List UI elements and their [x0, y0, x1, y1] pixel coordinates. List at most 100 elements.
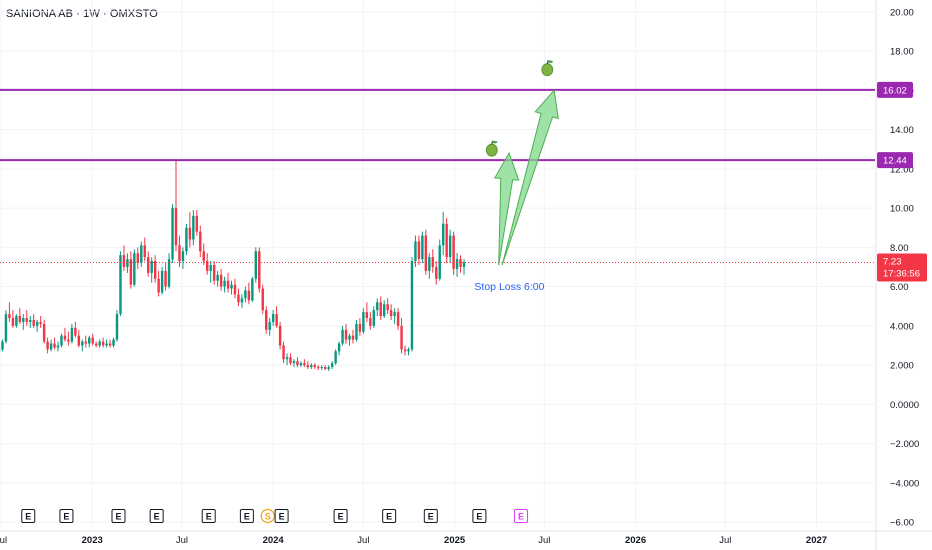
- candle-body: [39, 321, 42, 324]
- x-tick-label: Jul: [176, 535, 188, 546]
- y-tick-label: 20.00: [890, 7, 914, 18]
- candle-body: [376, 302, 379, 311]
- level-price-badge: [877, 152, 913, 169]
- y-tick-label: −6.00: [890, 518, 914, 529]
- earnings-event-marker[interactable]: E: [382, 509, 397, 523]
- candle-body: [18, 316, 22, 322]
- earnings-event-marker[interactable]: E: [423, 509, 438, 523]
- candle-body: [195, 215, 199, 232]
- candle-body: [317, 367, 320, 369]
- earnings-event-marker[interactable]: E: [59, 509, 74, 523]
- candle-body: [358, 323, 362, 332]
- earnings-event-marker[interactable]: E: [201, 509, 216, 523]
- event-badge-label: E: [386, 511, 392, 521]
- candle-body: [414, 241, 417, 262]
- earnings-event-marker[interactable]: E: [239, 509, 254, 523]
- event-badge-box: [21, 509, 36, 523]
- apple-leaf: [547, 60, 553, 63]
- candle-body: [254, 251, 258, 279]
- y-tick-label: 0.0000: [890, 400, 919, 411]
- candle-body: [98, 341, 101, 346]
- x-tick-label: Jul: [719, 535, 731, 546]
- candle-body: [296, 361, 299, 366]
- candle-body: [25, 318, 28, 322]
- candle-body: [74, 327, 77, 336]
- earnings-event-marker[interactable]: E: [514, 509, 529, 523]
- bar-countdown-label: 17:36:56: [883, 268, 920, 279]
- candle-body: [389, 310, 393, 317]
- target-arrow: [493, 151, 520, 266]
- candle-body: [285, 357, 289, 360]
- horizontal-levels[interactable]: [0, 88, 875, 162]
- candle-body: [330, 363, 334, 368]
- candle-body: [212, 265, 216, 281]
- candle-body: [341, 329, 344, 344]
- candle-body: [164, 270, 167, 287]
- candle-body: [362, 312, 365, 332]
- earnings-event-marker[interactable]: E: [333, 509, 348, 523]
- level-price-label: 12.44: [883, 156, 907, 167]
- candle-body: [403, 349, 407, 352]
- target-arrows[interactable]: [493, 89, 559, 266]
- earnings-event-marker[interactable]: E: [472, 509, 487, 523]
- candle-body: [185, 227, 188, 252]
- earnings-event-marker[interactable]: E: [274, 509, 289, 523]
- price-axis[interactable]: 20.0018.0016.0014.0012.0010.008.006.004.…: [875, 0, 919, 550]
- candle-body: [160, 270, 164, 293]
- candle-body: [379, 302, 382, 317]
- earnings-event-marker[interactable]: E: [21, 509, 36, 523]
- candle-body: [53, 343, 56, 348]
- candle-body: [407, 349, 410, 352]
- candle-body: [237, 294, 240, 303]
- event-badge-label: S: [265, 511, 271, 521]
- candle-body: [393, 312, 396, 317]
- candle-body: [84, 341, 87, 344]
- apple-body: [541, 63, 554, 77]
- candle-body: [348, 335, 351, 340]
- split-event-marker[interactable]: S: [260, 508, 275, 524]
- candle-body: [320, 367, 323, 369]
- candle-body: [101, 341, 105, 346]
- candle-body: [1, 341, 4, 350]
- chart-title: SANIONA AB · 1W · OMXSTO: [6, 8, 158, 20]
- event-badge-box: [59, 509, 74, 523]
- event-badge-label: E: [63, 511, 69, 521]
- candle-body: [192, 215, 195, 240]
- candle-body: [56, 345, 60, 348]
- candle-body: [351, 335, 355, 340]
- event-badge-box: [472, 509, 487, 523]
- candle-body: [136, 253, 140, 264]
- candle-body: [81, 341, 84, 346]
- candle-body: [63, 335, 67, 340]
- earnings-event-marker[interactable]: E: [149, 509, 164, 523]
- candle-body: [271, 314, 275, 322]
- y-tick-label: 8.00: [890, 243, 909, 254]
- candle-body: [199, 231, 202, 252]
- candle-body: [417, 241, 421, 260]
- candle-body: [60, 335, 63, 346]
- event-badge-box: [274, 509, 289, 523]
- candle-body: [275, 314, 278, 326]
- candle-body: [313, 365, 317, 368]
- candle-body: [400, 325, 403, 350]
- candle-body: [428, 257, 431, 271]
- time-axis[interactable]: Jul 2023 Jul 2024 Jul 2025 Jul 2026 Jul 2027: [0, 530, 932, 546]
- earnings-event-marker[interactable]: E: [111, 509, 126, 523]
- candle-body: [462, 262, 466, 267]
- candle-body: [289, 357, 292, 364]
- candle-body: [94, 343, 98, 346]
- y-tick-label: −4.000: [890, 478, 919, 489]
- annotation-markers: Stop Loss 6:00: [474, 60, 554, 293]
- apple-stem: [546, 60, 549, 64]
- candle-body: [11, 318, 15, 326]
- level-price-label: 16.02: [883, 85, 907, 96]
- candle-body: [105, 343, 108, 346]
- candle-body: [223, 280, 226, 287]
- y-tick-label: 12.00: [890, 164, 914, 175]
- candle-body: [445, 223, 448, 258]
- x-tick-label: 2027: [806, 535, 827, 546]
- candle-body: [233, 284, 237, 295]
